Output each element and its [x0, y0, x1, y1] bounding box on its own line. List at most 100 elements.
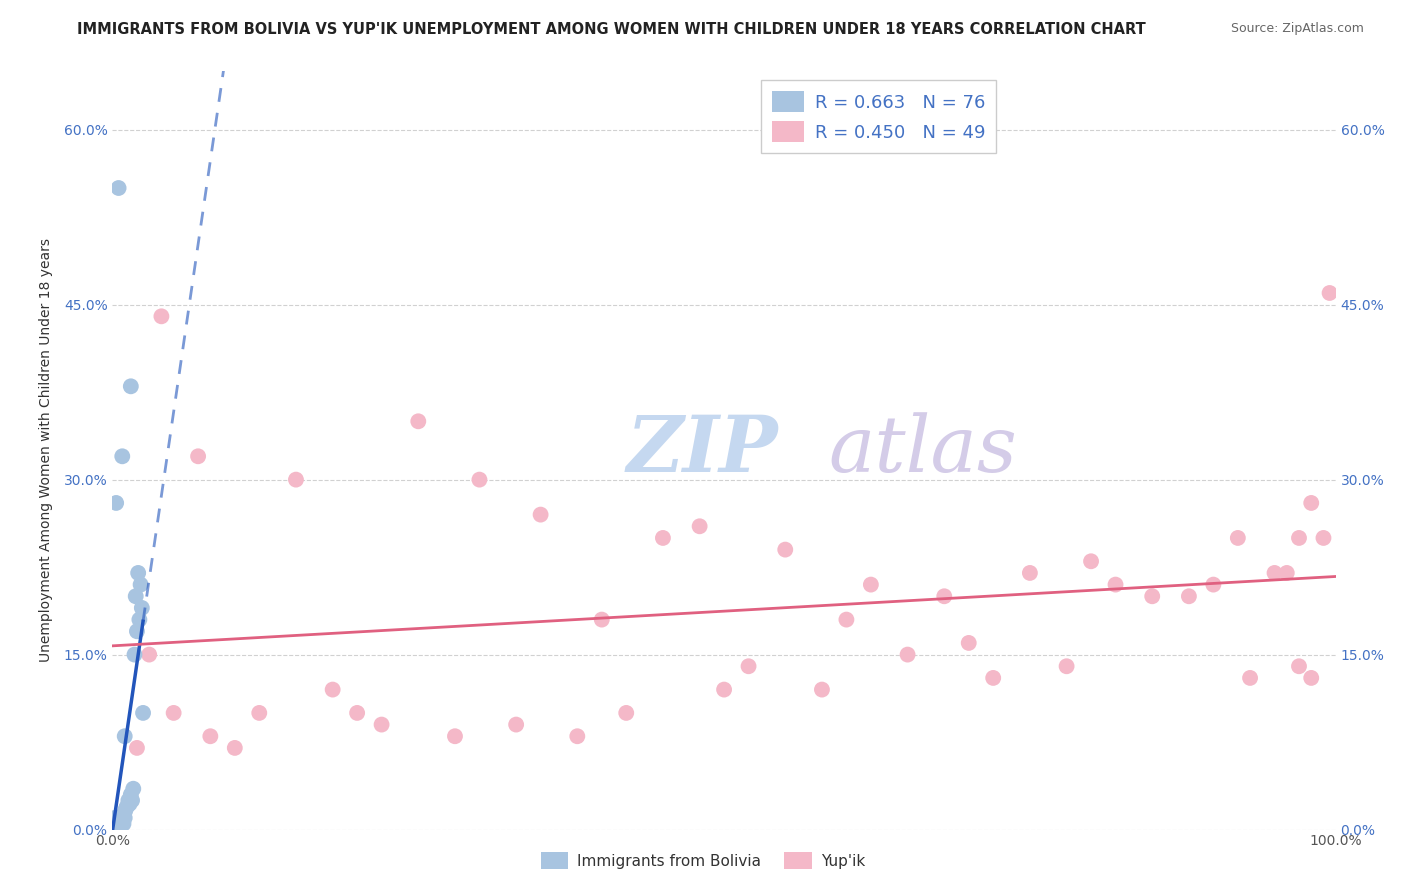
Point — [104, 814, 127, 829]
Point — [101, 818, 124, 832]
Point — [1142, 589, 1164, 603]
Point — [104, 815, 127, 830]
Point — [835, 613, 858, 627]
Point — [104, 819, 127, 833]
Point — [187, 450, 209, 464]
Point — [107, 818, 129, 832]
Point — [104, 818, 127, 832]
Point — [105, 814, 128, 829]
Point — [1288, 659, 1310, 673]
Point — [108, 815, 131, 830]
Text: IMMIGRANTS FROM BOLIVIA VS YUP'IK UNEMPLOYMENT AMONG WOMEN WITH CHILDREN UNDER 1: IMMIGRANTS FROM BOLIVIA VS YUP'IK UNEMPL… — [77, 22, 1146, 37]
Point — [105, 815, 128, 830]
Point — [811, 682, 834, 697]
Legend: Immigrants from Bolivia, Yup'ik: Immigrants from Bolivia, Yup'ik — [534, 846, 872, 875]
Point — [322, 682, 344, 697]
Legend: R = 0.663   N = 76, R = 0.450   N = 49: R = 0.663 N = 76, R = 0.450 N = 49 — [761, 80, 997, 153]
Point — [125, 740, 148, 755]
Point — [1312, 531, 1334, 545]
Point — [105, 818, 128, 832]
Point — [107, 816, 129, 830]
Point — [101, 814, 124, 828]
Point — [1104, 577, 1126, 591]
Point — [713, 682, 735, 697]
Point — [689, 519, 711, 533]
Point — [110, 818, 132, 832]
Point — [104, 816, 127, 830]
Point — [1056, 659, 1078, 673]
Point — [104, 814, 127, 829]
Point — [129, 577, 152, 591]
Point — [934, 589, 956, 603]
Text: ZIP: ZIP — [626, 412, 778, 489]
Point — [981, 671, 1004, 685]
Point — [103, 814, 125, 829]
Point — [591, 613, 613, 627]
Point — [115, 799, 138, 814]
Point — [118, 797, 141, 811]
Point — [101, 815, 124, 830]
Point — [112, 808, 135, 822]
Point — [112, 816, 135, 830]
Point — [163, 706, 186, 720]
Point — [108, 812, 131, 826]
Point — [103, 818, 125, 832]
Point — [1319, 285, 1341, 300]
Point — [105, 816, 128, 830]
Point — [104, 814, 127, 828]
Point — [468, 473, 491, 487]
Point — [107, 181, 129, 195]
Point — [122, 781, 145, 796]
Point — [1239, 671, 1261, 685]
Point — [859, 577, 882, 591]
Point — [150, 310, 173, 324]
Point — [103, 816, 125, 830]
Point — [110, 814, 132, 829]
Point — [105, 496, 128, 510]
Point — [107, 816, 129, 830]
Point — [1226, 531, 1249, 545]
Point — [104, 819, 127, 833]
Point — [103, 815, 125, 830]
Point — [111, 450, 134, 464]
Point — [114, 811, 136, 825]
Point — [117, 793, 139, 807]
Point — [775, 542, 797, 557]
Point — [1202, 577, 1225, 591]
Point — [114, 805, 136, 819]
Point — [957, 636, 980, 650]
Point — [138, 648, 160, 662]
Point — [1301, 671, 1323, 685]
Point — [104, 812, 127, 826]
Point — [103, 819, 125, 833]
Point — [127, 566, 149, 580]
Point — [284, 473, 308, 487]
Point — [1264, 566, 1286, 580]
Point — [103, 812, 125, 826]
Point — [107, 819, 129, 833]
Point — [115, 801, 138, 815]
Point — [104, 816, 127, 830]
Point — [103, 816, 125, 830]
Point — [103, 814, 125, 828]
Point — [105, 816, 128, 830]
Point — [107, 814, 129, 829]
Point — [107, 814, 129, 828]
Y-axis label: Unemployment Among Women with Children Under 18 years: Unemployment Among Women with Children U… — [38, 238, 52, 663]
Point — [1018, 566, 1040, 580]
Point — [1178, 589, 1201, 603]
Point — [111, 814, 134, 828]
Point — [114, 729, 136, 743]
Point — [111, 811, 134, 825]
Point — [125, 624, 148, 639]
Point — [370, 717, 392, 731]
Point — [247, 706, 270, 720]
Point — [128, 613, 150, 627]
Point — [120, 379, 142, 393]
Point — [1275, 566, 1298, 580]
Text: atlas: atlas — [828, 412, 1017, 489]
Point — [1288, 531, 1310, 545]
Point — [101, 816, 124, 830]
Point — [105, 814, 128, 829]
Point — [1301, 496, 1323, 510]
